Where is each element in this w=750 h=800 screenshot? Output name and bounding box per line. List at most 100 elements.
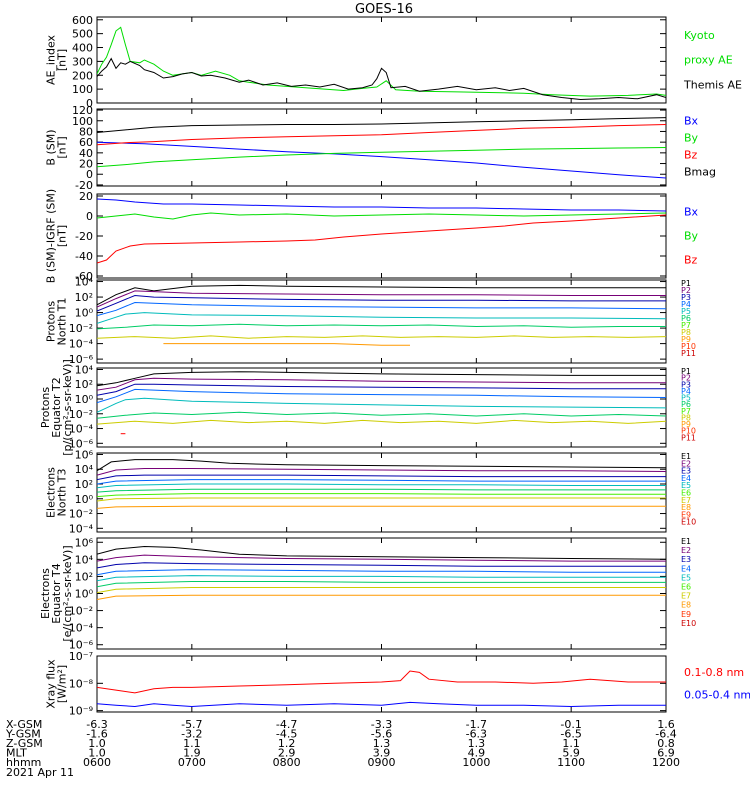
- x-tick-label: 4.9: [468, 747, 486, 760]
- panel-frame: [96, 655, 667, 713]
- legend-entry: Bx: [684, 206, 699, 219]
- legend-entry: P6: [681, 400, 691, 409]
- series-en-e4: [97, 479, 666, 485]
- x-tick-label: 0900: [368, 756, 396, 769]
- series-en-e1: [97, 459, 666, 472]
- y-axis-label: B (SM): [45, 129, 58, 165]
- legend-entry: E6: [681, 489, 691, 498]
- legend-entry: E8: [681, 601, 691, 610]
- legend-entry: E5: [681, 573, 691, 582]
- legend-entry: By: [684, 132, 699, 145]
- y-tick-label: 10⁻⁴: [69, 522, 94, 535]
- legend-entry: E10: [681, 619, 696, 628]
- x-tick-label: 1.3: [468, 737, 486, 750]
- legend-entry: Bz: [684, 149, 698, 162]
- series-bsm-by: [97, 147, 666, 168]
- x-tick-label: -3.3: [371, 718, 392, 731]
- x-row-label: Z-GSM: [6, 737, 43, 750]
- legend-entry: E7: [681, 496, 691, 505]
- x-row-label: hhmm: [6, 756, 41, 769]
- chart-title: GOES-16: [355, 2, 413, 17]
- x-tick-label: -6.3: [466, 728, 487, 741]
- legend-entry: P6: [681, 314, 691, 323]
- x-tick-label: 1.3: [373, 737, 391, 750]
- legend-entry: P11: [681, 349, 696, 358]
- series-xray-0-1-0-8-nm: [97, 670, 666, 694]
- x-tick-label: -4.5: [276, 728, 297, 741]
- y-axis-label: [nT]: [56, 49, 69, 71]
- y-tick-label: 40: [79, 147, 93, 160]
- series-ee-e5: [97, 575, 666, 582]
- series-en-e6: [97, 488, 666, 493]
- y-tick-label: 10⁴: [75, 276, 94, 289]
- series-ee-e1: [97, 545, 666, 560]
- x-tick-label: 0600: [83, 756, 111, 769]
- y-tick-label: 10²: [75, 570, 93, 583]
- series-pn-p3: [97, 294, 666, 312]
- panel-ee: 10⁶ 10⁴ 10² 10⁰ 10⁻² 10⁻⁴ 10⁻⁶ ElectronsEquator…: [39, 536, 696, 651]
- series-ae-themis-ae: [97, 57, 666, 101]
- series-pe-p7: [97, 419, 666, 425]
- series-pe-p5: [97, 397, 666, 413]
- x-tick-label: -6.4: [655, 728, 676, 741]
- legend-entry: E2: [681, 459, 691, 468]
- series-pe-p6: [97, 411, 666, 419]
- series-pe-p1: [97, 371, 666, 387]
- legend-entry: 0.05-0.4 nm: [684, 689, 750, 702]
- y-tick-label: 0: [86, 168, 93, 181]
- y-tick-label: 100: [72, 83, 93, 96]
- y-tick-label: 200: [72, 69, 93, 82]
- legend-entry: P7: [681, 407, 691, 416]
- legend-entry: P4: [681, 387, 691, 396]
- series-pn-p5: [97, 312, 666, 324]
- y-tick-label: 500: [72, 28, 93, 41]
- series-en-e3: [97, 474, 666, 481]
- legend-entry: Bz: [684, 254, 698, 267]
- legend-entry: E8: [681, 503, 691, 512]
- legend-entry: E4: [681, 474, 691, 483]
- panel-bdiff: -60 -40 -20 0 20 B (SM)-IGRF (SM)[nT] Bx By Bz: [45, 189, 699, 283]
- legend-entry: By: [684, 230, 699, 243]
- y-tick-label: 10⁴: [75, 553, 94, 566]
- x-tick-label: 1.1: [183, 737, 201, 750]
- x-tick-label: 1.6: [657, 718, 675, 731]
- x-tick-label: 1.2: [278, 737, 296, 750]
- series-bdiff-bx: [97, 198, 666, 212]
- x-axis-info: X-GSM -6.3 -5.7 -4.7 -3.3 -1.7 -0.1 1.6 Y-GSM -1.…: [5, 718, 680, 769]
- y-tick-label: 400: [72, 42, 93, 55]
- y-axis-label: Electrons: [39, 568, 52, 619]
- series-ee-e2: [97, 554, 666, 562]
- series-en-e7: [97, 493, 666, 498]
- y-tick-label: 10⁶: [75, 448, 94, 461]
- y-axis-label: Protons: [39, 387, 52, 428]
- x-tick-label: 1.0: [88, 737, 106, 750]
- y-axis-label: [nT]: [56, 136, 69, 158]
- x-tick-label: -6.3: [86, 718, 107, 731]
- series-bsm-bx: [97, 141, 666, 179]
- y-axis-label: North T1: [56, 298, 69, 346]
- legend-entry: P2: [681, 286, 691, 295]
- y-axis-label: B (SM)-IGRF (SM): [45, 189, 58, 283]
- y-axis-label: North T3: [56, 469, 69, 517]
- y-tick-label: 20: [79, 158, 93, 171]
- legend-entry: E10: [681, 518, 696, 527]
- panel-frame: [96, 537, 667, 650]
- legend-entry: E4: [681, 564, 691, 573]
- legend-entry: P3: [681, 380, 691, 389]
- legend-entry: P10: [681, 427, 696, 436]
- legend-entry: Bmag: [684, 166, 716, 179]
- x-tick-label: 1.0: [88, 747, 106, 760]
- x-row-label: MLT: [6, 747, 27, 760]
- legend-entry: P9: [681, 335, 691, 344]
- y-tick-label: 0: [86, 210, 93, 223]
- x-row-label: Y-GSM: [5, 728, 41, 741]
- y-tick-label: 60: [79, 136, 93, 149]
- legend-entry: Kyoto: [684, 29, 715, 42]
- x-tick-label: 1100: [557, 756, 585, 769]
- series-bsm-bmag: [97, 117, 666, 133]
- series-pe-p4: [97, 388, 666, 404]
